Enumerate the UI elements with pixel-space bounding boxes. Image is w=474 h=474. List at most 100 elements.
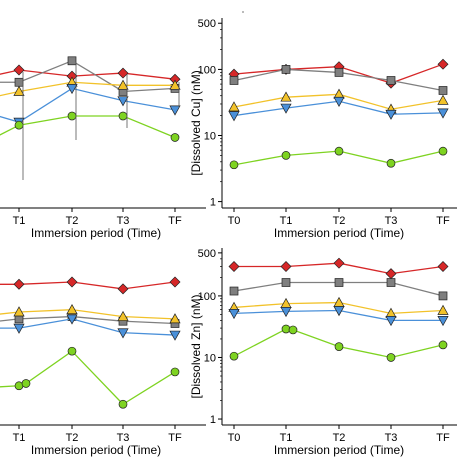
x-tick-label-T3: T3 [385, 215, 398, 227]
data-point-green-2 [67, 111, 77, 121]
data-point-yellow-1 [13, 85, 25, 96]
series-line-blue [0, 87, 176, 123]
data-point-green-5 [438, 340, 448, 350]
data-point-gray-0 [229, 286, 239, 296]
x-tick-label-TF: TF [436, 432, 450, 444]
y-axis-label: [Dissolved Zn] (nM) [189, 294, 203, 398]
data-point-green-4 [386, 353, 396, 362]
y-tick-label-500: 500 [198, 248, 216, 260]
y-tick-label-1: 1 [210, 414, 216, 426]
data-point-red-3 [117, 283, 129, 295]
data-point-green-4 [118, 399, 128, 409]
data-point-gray-1 [14, 77, 24, 87]
data-point-red-4 [437, 58, 449, 70]
data-point-yellow-2 [66, 303, 78, 315]
data-point-yellow-0 [228, 101, 240, 112]
data-point-gray-4 [438, 291, 448, 301]
data-point-red-2 [66, 276, 78, 288]
data-point-blue-4 [169, 105, 181, 116]
data-point-green-1 [281, 151, 291, 160]
x-tick-label-T2: T2 [333, 215, 346, 227]
x-tick-label-T1: T1 [13, 432, 26, 444]
data-point-blue-3 [117, 328, 129, 339]
data-point-red-1 [13, 64, 25, 76]
x-tick-label-T2: T2 [66, 215, 79, 227]
x-tick-label-T1: T1 [280, 432, 293, 444]
data-point-blue-2 [333, 306, 345, 317]
x-tick-label-T3: T3 [117, 432, 130, 444]
data-point-red-4 [437, 261, 449, 273]
data-point-blue-4 [169, 330, 181, 341]
series-line-red [0, 281, 176, 290]
series-line-green [0, 350, 176, 406]
data-point-red-1 [13, 278, 25, 290]
data-point-blue-2 [66, 84, 78, 95]
data-point-yellow-4 [169, 313, 181, 324]
panel-bottom-right: T0 T1 T2 T3 TF Immersion period (Time) 1 10 100 5… [189, 248, 457, 457]
data-point-green-1 [14, 120, 24, 130]
data-point-green-3 [67, 346, 77, 356]
x-axis-label: Immersion period (Time) [274, 443, 404, 457]
panel-top-left: T1 T2 T3 TF Immersion period (Time) [0, 56, 206, 240]
data-point-gray-2 [67, 56, 77, 66]
data-point-yellow-4 [437, 94, 449, 105]
x-axis-label: Immersion period (Time) [31, 443, 161, 457]
data-point-blue-1 [13, 323, 25, 334]
data-point-gray-1 [281, 278, 291, 287]
data-point-blue-4 [437, 108, 449, 119]
data-point-yellow-1 [280, 91, 292, 102]
x-tick-label-T0: T0 [228, 215, 241, 227]
data-point-blue-2 [333, 96, 345, 107]
data-point-blue-3 [117, 96, 129, 107]
y-tick-label-10: 10 [204, 131, 216, 143]
data-point-gray-3 [386, 76, 396, 85]
x-axis-label: Immersion period (Time) [31, 226, 161, 240]
data-point-yellow-4 [437, 304, 449, 315]
y-tick-label-1: 1 [210, 197, 216, 209]
x-tick-label-T3: T3 [385, 432, 398, 444]
data-point-yellow-3 [117, 79, 129, 90]
data-point-green-2 [288, 325, 298, 335]
data-point-yellow-4 [169, 79, 181, 90]
data-point-red-4 [169, 276, 181, 288]
y-axis-label: [Dissolved Cu] (nM) [189, 70, 203, 175]
x-tick-label-TF: TF [436, 215, 450, 227]
data-point-gray-3 [386, 278, 396, 287]
y-tick-label-500: 500 [198, 18, 216, 30]
data-point-green-4 [438, 146, 448, 156]
data-point-green-3 [118, 111, 128, 121]
data-point-blue-0 [228, 309, 240, 320]
y-tick-label-100: 100 [198, 64, 216, 76]
x-tick-label-T1: T1 [13, 215, 26, 227]
x-axis-label: Immersion period (Time) [274, 226, 404, 240]
panel-bottom-left: T1 T2 T3 TF Immersion period (Time) [0, 276, 206, 457]
data-point-green-2 [334, 146, 344, 156]
data-point-red-3 [385, 268, 397, 280]
x-tick-label-TF: TF [168, 432, 182, 444]
y-tick-label-100: 100 [198, 291, 216, 303]
series-line-blue [0, 318, 176, 336]
panel-top-right: T0 T1 T2 T3 TF Immersion period (Time) 1 10 100 5… [189, 18, 457, 240]
data-point-blue-1 [280, 103, 292, 114]
x-tick-label-T3: T3 [117, 215, 130, 227]
data-point-red-3 [117, 67, 129, 79]
data-point-gray-4 [438, 86, 448, 95]
series-line-green [233, 328, 444, 359]
data-point-gray-1 [281, 65, 291, 74]
data-point-blue-2 [66, 314, 78, 325]
data-point-blue-0 [228, 111, 240, 122]
data-point-gray-2 [334, 278, 344, 287]
y-tick-label-10: 10 [204, 352, 216, 364]
data-point-green-4 [170, 133, 180, 142]
data-point-red-2 [333, 257, 345, 269]
data-point-green-2 [21, 379, 31, 388]
x-tick-label-T0: T0 [228, 432, 241, 444]
x-tick-label-TF: TF [168, 215, 182, 227]
data-point-yellow-1 [13, 306, 25, 317]
x-tick-label-T1: T1 [280, 215, 293, 227]
data-point-blue-3 [385, 316, 397, 327]
series-line-red [0, 69, 176, 80]
data-point-red-1 [280, 261, 292, 273]
x-tick-label-T2: T2 [66, 432, 79, 444]
